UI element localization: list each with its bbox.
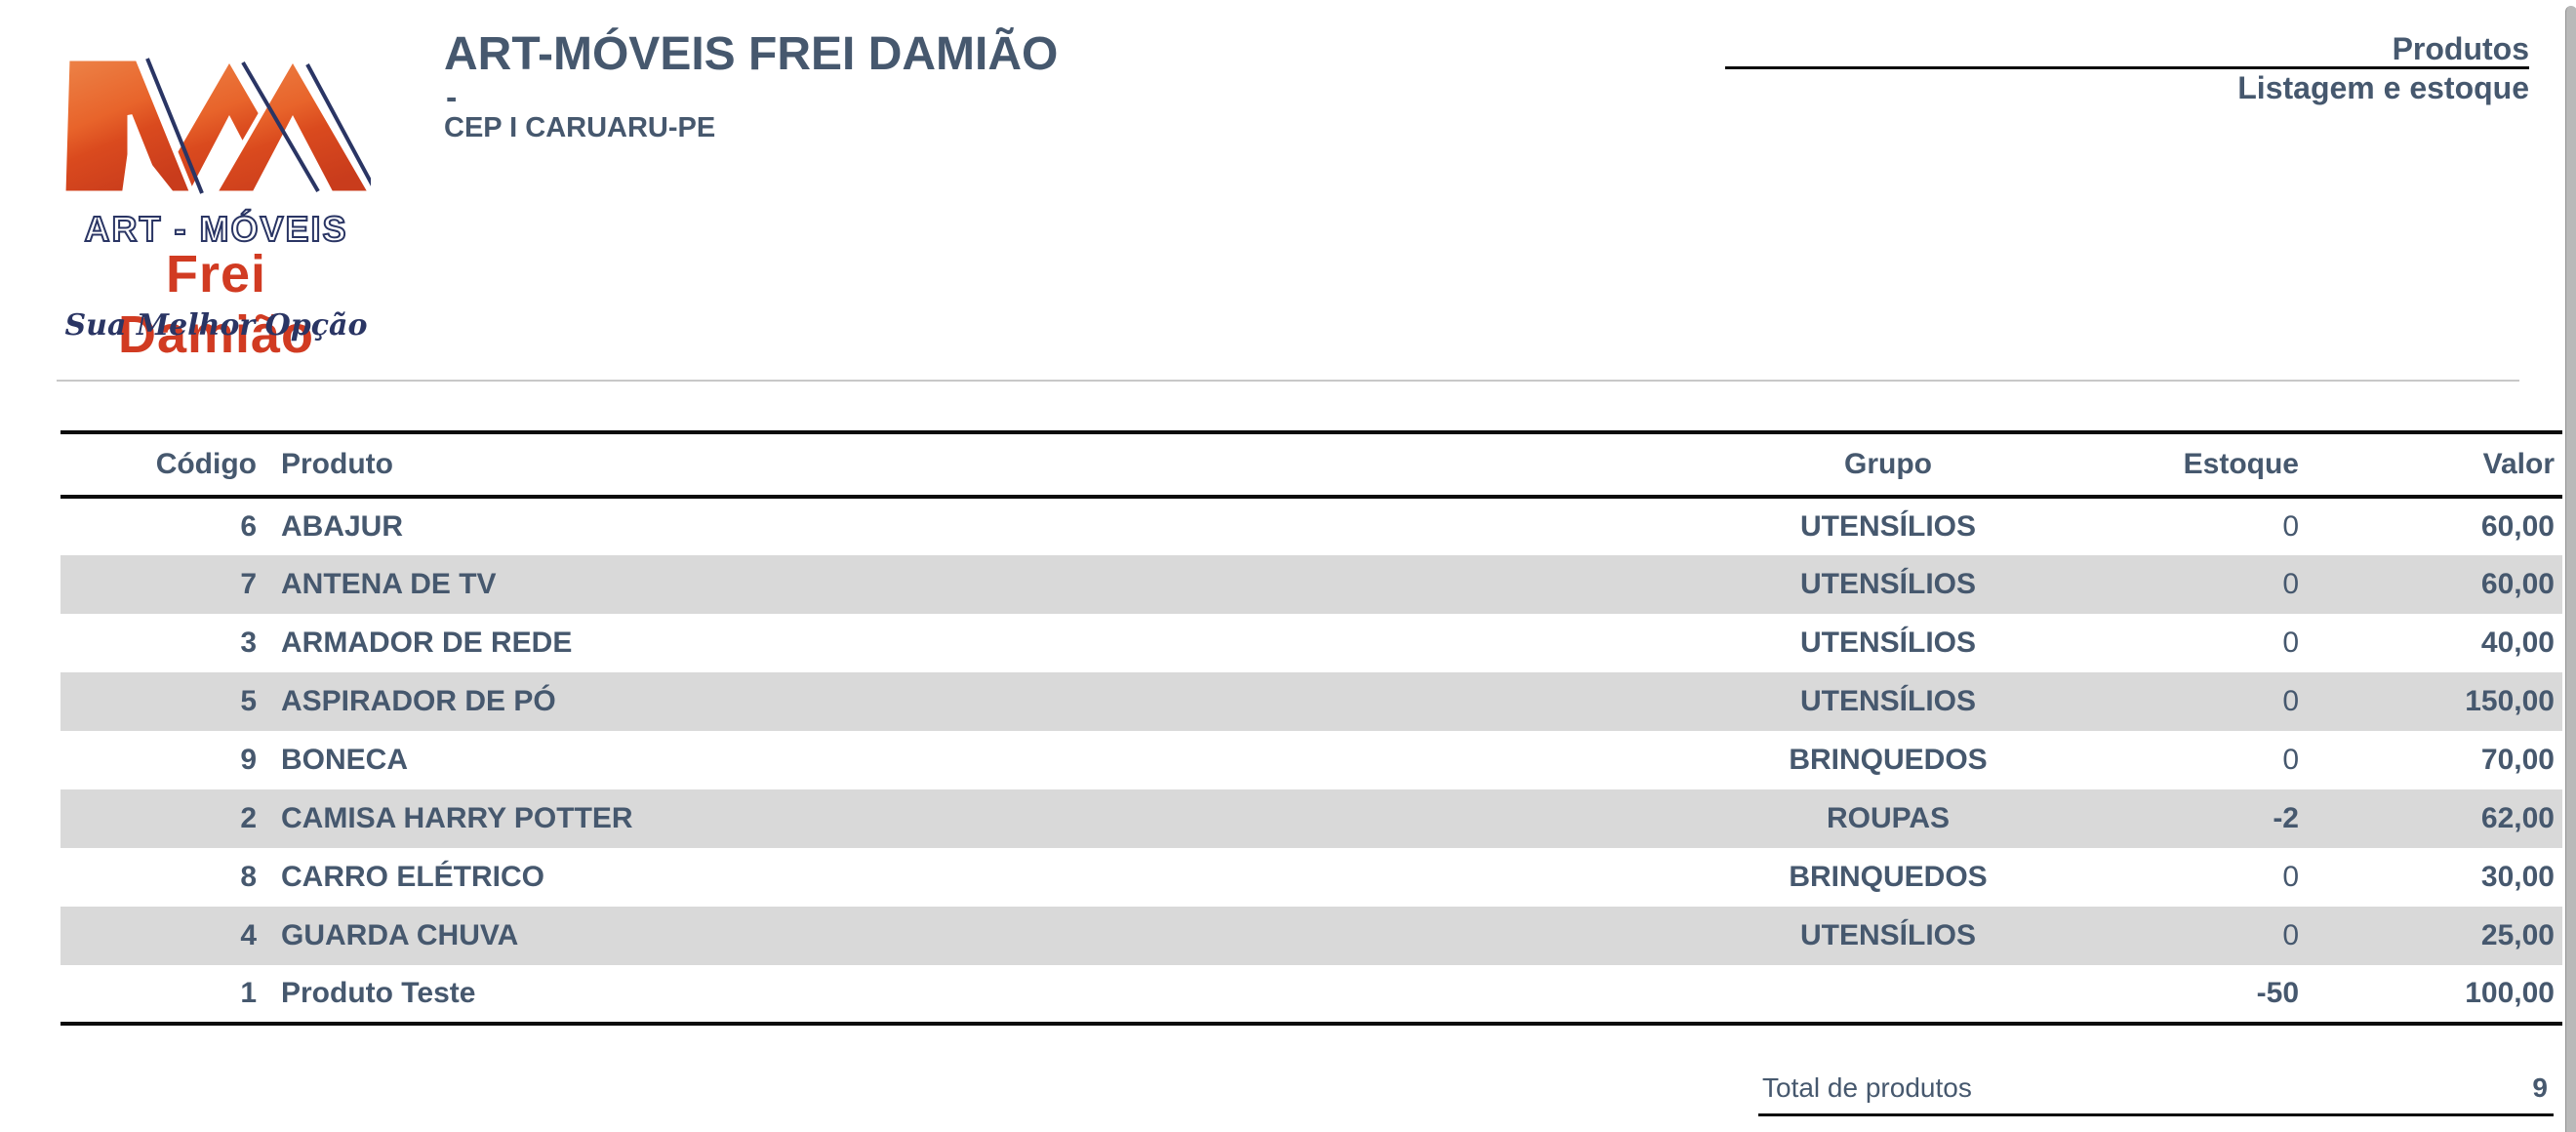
table-row: 7 ANTENA DE TV UTENSÍLIOS 0 60,00 xyxy=(60,555,2562,614)
cell-estoque: 0 xyxy=(2282,568,2299,600)
table-header-row: Código Produto Grupo Estoque Valor xyxy=(60,432,2562,497)
cell-valor: 100,00 xyxy=(2465,977,2555,1009)
cell-valor: 40,00 xyxy=(2480,627,2555,659)
company-name: ART-MÓVEIS FREI DAMIÃO xyxy=(444,28,1059,80)
cell-grupo: BRINQUEDOS xyxy=(1789,861,1988,893)
cell-valor: 150,00 xyxy=(2465,685,2555,717)
cell-grupo: ROUPAS xyxy=(1826,802,1951,834)
total-products-row: Total de produtos 9 xyxy=(1758,1033,2554,1116)
cell-codigo: 5 xyxy=(240,685,257,717)
column-header-codigo: Código xyxy=(155,448,257,480)
total-products-value: 9 xyxy=(2532,1072,2548,1103)
cell-codigo: 3 xyxy=(240,627,257,659)
cell-valor: 60,00 xyxy=(2480,510,2555,543)
cell-grupo: UTENSÍLIOS xyxy=(1799,919,1976,951)
logo-tagline: Sua Melhor Opção xyxy=(64,308,368,343)
cell-produto: BONECA xyxy=(281,744,409,776)
cell-valor: 25,00 xyxy=(2480,919,2555,951)
cell-estoque: 0 xyxy=(2282,685,2299,717)
cell-estoque: -50 xyxy=(2256,977,2299,1009)
cell-estoque: 0 xyxy=(2282,510,2299,543)
cell-produto: Produto Teste xyxy=(281,977,476,1009)
products-table-container: Código Produto Grupo Estoque Valor 6 ABAJ… xyxy=(60,430,2562,1026)
cell-valor: 30,00 xyxy=(2480,861,2555,893)
cell-produto: GUARDA CHUVA xyxy=(281,919,519,951)
report-subtitle: Listagem e estoque xyxy=(2237,70,2529,105)
logo-text-frei-damiao: Frei Damião xyxy=(117,245,315,364)
cell-codigo: 4 xyxy=(240,919,257,951)
cell-grupo: UTENSÍLIOS xyxy=(1799,627,1976,659)
table-row: 3 ARMADOR DE REDE UTENSÍLIOS 0 40,00 xyxy=(60,614,2562,672)
cell-codigo: 7 xyxy=(240,568,257,600)
cell-produto: CARRO ELÉTRICO xyxy=(281,861,544,893)
cell-estoque: -2 xyxy=(2273,802,2299,834)
vertical-scrollbar-thumb[interactable] xyxy=(2565,6,2576,1132)
cell-produto: ARMADOR DE REDE xyxy=(281,627,573,659)
cell-grupo: UTENSÍLIOS xyxy=(1799,685,1976,717)
cell-grupo: BRINQUEDOS xyxy=(1789,744,1988,776)
logo-text-art-moveis: ART - MÓVEIS xyxy=(83,208,348,250)
table-row: 1 Produto Teste -50 100,00 xyxy=(60,965,2562,1024)
table-row: 5 ASPIRADOR DE PÓ UTENSÍLIOS 0 150,00 xyxy=(60,672,2562,731)
cell-estoque: 0 xyxy=(2282,861,2299,893)
column-header-estoque: Estoque xyxy=(2183,448,2299,480)
cell-produto: CAMISA HARRY POTTER xyxy=(281,802,633,834)
cell-valor: 70,00 xyxy=(2480,744,2555,776)
cell-valor: 60,00 xyxy=(2480,568,2555,600)
report-header: Produtos Listagem e estoque xyxy=(1725,31,2529,106)
table-row: 9 BONECA BRINQUEDOS 0 70,00 xyxy=(60,731,2562,789)
total-products-label: Total de produtos xyxy=(1762,1072,1972,1103)
cell-valor: 62,00 xyxy=(2480,802,2555,834)
cell-grupo: UTENSÍLIOS xyxy=(1799,510,1976,543)
company-cep-city: CEP I CARUARU-PE xyxy=(444,112,716,143)
table-row: 6 ABAJUR UTENSÍLIOS 0 60,00 xyxy=(60,497,2562,555)
report-title: Produtos xyxy=(1725,31,2529,69)
column-header-produto: Produto xyxy=(281,448,393,480)
cell-estoque: 0 xyxy=(2282,627,2299,659)
cell-codigo: 6 xyxy=(240,510,257,543)
column-header-valor: Valor xyxy=(2482,448,2555,480)
table-row: 4 GUARDA CHUVA UTENSÍLIOS 0 25,00 xyxy=(60,907,2562,965)
cell-produto: ABAJUR xyxy=(281,510,404,543)
cell-codigo: 8 xyxy=(240,861,257,893)
company-address-line: - xyxy=(446,79,458,116)
cell-codigo: 2 xyxy=(240,802,257,834)
header-separator-line xyxy=(57,380,2519,382)
column-header-grupo: Grupo xyxy=(1844,448,1932,480)
cell-grupo xyxy=(1600,965,2176,1024)
cell-grupo: UTENSÍLIOS xyxy=(1799,568,1976,600)
table-row: 8 CARRO ELÉTRICO BRINQUEDOS 0 30,00 xyxy=(60,848,2562,907)
cell-codigo: 9 xyxy=(240,744,257,776)
products-table: Código Produto Grupo Estoque Valor 6 ABAJ… xyxy=(60,430,2562,1026)
table-row: 2 CAMISA HARRY POTTER ROUPAS -2 62,00 xyxy=(60,789,2562,848)
cell-codigo: 1 xyxy=(240,977,257,1009)
cell-estoque: 0 xyxy=(2282,744,2299,776)
company-logo-monogram xyxy=(61,55,371,196)
cell-produto: ANTENA DE TV xyxy=(281,568,497,600)
cell-produto: ASPIRADOR DE PÓ xyxy=(281,685,556,717)
cell-estoque: 0 xyxy=(2282,919,2299,951)
